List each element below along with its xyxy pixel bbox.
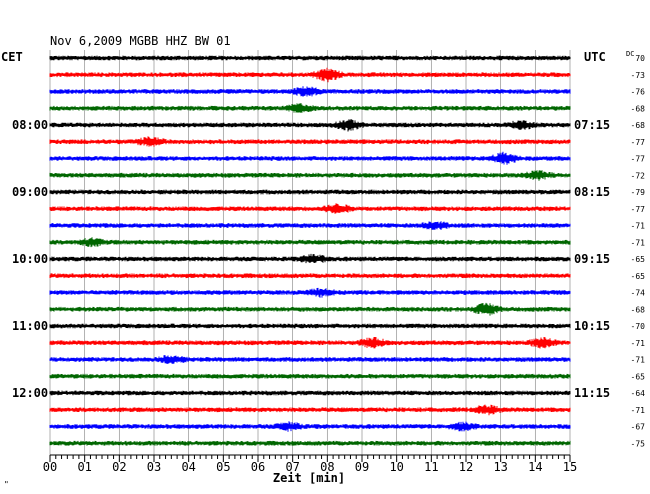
- trace-row-22: [49, 404, 571, 416]
- trace-row-19: [49, 355, 571, 364]
- x-tick-label: 04: [181, 460, 195, 474]
- x-tick-label: 10: [389, 460, 403, 474]
- x-tick-label: 09: [355, 460, 369, 474]
- cet-hour-label: 09:00: [12, 185, 48, 199]
- dc-offset-value: 70: [635, 54, 645, 63]
- dc-offset-value: -77: [631, 138, 646, 147]
- dc-offset-value: -71: [631, 238, 646, 247]
- utc-hour-label: 09:15: [574, 252, 610, 266]
- trace-row-7: [49, 151, 571, 165]
- dc-offset-value: -70: [631, 322, 646, 331]
- dc-offset-value: -67: [631, 423, 646, 432]
- left-timezone-label: CET: [1, 50, 23, 64]
- cet-hour-label: 08:00: [12, 118, 48, 132]
- dc-offset-heading: DC: [626, 50, 634, 58]
- x-tick-label: 14: [528, 460, 542, 474]
- footnote-mark: ": [4, 480, 9, 489]
- x-tick-label: 12: [459, 460, 473, 474]
- trace-row-23: [49, 421, 571, 432]
- trace-row-17: [49, 323, 571, 329]
- dc-offset-column: 70 -73 -76 -68 -68 -77 -77 -72 -79 -77 -71 -71 -65 -6…: [631, 54, 646, 448]
- dc-offset-value: -74: [631, 289, 646, 298]
- dc-offset-value: -72: [631, 171, 646, 180]
- x-tick-label: 03: [147, 460, 161, 474]
- x-tick-label: 11: [424, 460, 438, 474]
- trace-row-21: [49, 390, 571, 396]
- x-axis: 00 01 02 03 04 05 06 07 08 09 10 11 12 13 14 15: [43, 454, 577, 474]
- trace-row-18: [49, 337, 571, 349]
- right-timezone-label: UTC: [584, 50, 606, 64]
- trace-row-6: [49, 136, 571, 147]
- dc-offset-value: -65: [631, 272, 646, 281]
- trace-row-2: [49, 67, 571, 83]
- x-tick-label: 06: [251, 460, 265, 474]
- x-tick-label: 00: [43, 460, 57, 474]
- utc-hour-label: 08:15: [574, 185, 610, 199]
- trace-group: [49, 55, 571, 446]
- x-tick-label: 02: [112, 460, 126, 474]
- trace-row-10: [49, 203, 571, 214]
- dc-offset-value: -71: [631, 339, 646, 348]
- trace-row-16: [49, 302, 571, 316]
- dc-offset-value: -71: [631, 222, 646, 231]
- minute-gridlines: [49, 50, 571, 455]
- dc-offset-value: -68: [631, 104, 646, 113]
- trace-row-20: [49, 373, 571, 379]
- dc-offset-value: -79: [631, 188, 646, 197]
- dc-offset-value: -71: [631, 406, 646, 415]
- dc-offset-value: -65: [631, 255, 646, 264]
- x-tick-label: 08: [320, 460, 334, 474]
- dc-offset-value: -73: [631, 71, 646, 80]
- dc-offset-value: -76: [631, 88, 646, 97]
- dc-offset-value: -68: [631, 305, 646, 314]
- dc-offset-value: -71: [631, 356, 646, 365]
- dc-offset-value: -77: [631, 205, 646, 214]
- trace-row-14: [49, 273, 571, 279]
- x-tick-label: 13: [493, 460, 507, 474]
- trace-row-8: [49, 170, 571, 181]
- x-tick-label: 01: [77, 460, 91, 474]
- x-tick-label: 05: [216, 460, 230, 474]
- dc-offset-value: -64: [631, 389, 646, 398]
- dc-offset-value: -75: [631, 439, 646, 448]
- plot-title: Nov 6,2009 MGBB HHZ BW 01: [50, 34, 231, 48]
- trace-row-24: [49, 440, 571, 446]
- trace-row-4: [49, 103, 571, 113]
- trace-row-12: [49, 237, 571, 248]
- trace-row-9: [49, 189, 571, 195]
- dc-offset-value: -65: [631, 372, 646, 381]
- x-axis-label: Zeit [min]: [273, 471, 345, 485]
- trace-row-13: [49, 253, 571, 264]
- trace-row-5: [49, 119, 571, 132]
- dc-offset-value: -68: [631, 121, 646, 130]
- utc-hour-label: 10:15: [574, 319, 610, 333]
- trace-row-11: [49, 221, 571, 230]
- cet-hour-label: 12:00: [12, 386, 48, 400]
- hour-labels: 08:00 09:00 10:00 11:00 12:00 07:15 08:15 09:15…: [12, 118, 610, 400]
- trace-row-1: [49, 55, 571, 61]
- cet-hour-label: 11:00: [12, 319, 48, 333]
- x-tick-label: 07: [285, 460, 299, 474]
- dc-offset-value: -77: [631, 155, 646, 164]
- utc-hour-label: 11:15: [574, 386, 610, 400]
- utc-hour-label: 07:15: [574, 118, 610, 132]
- cet-hour-label: 10:00: [12, 252, 48, 266]
- x-tick-label: 15: [563, 460, 577, 474]
- trace-row-15: [49, 287, 571, 298]
- trace-row-3: [49, 86, 571, 97]
